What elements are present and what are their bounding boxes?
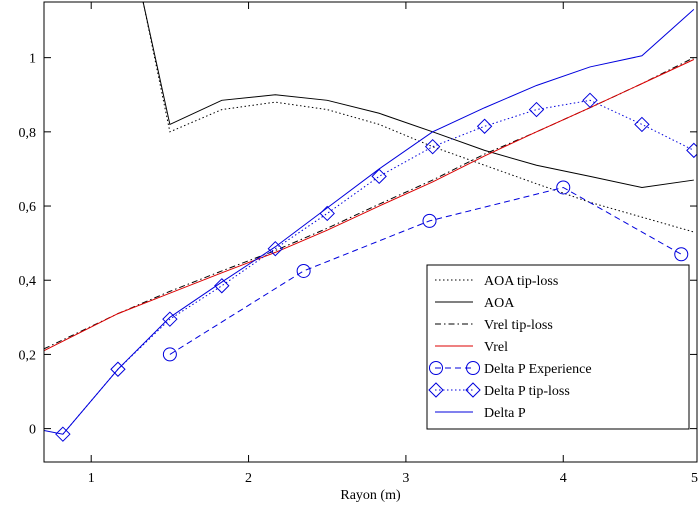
- y-tick-label: 0,6: [19, 200, 37, 215]
- legend: AOA tip-loss AOA Vrel tip-loss Vrel Delta P …: [426, 264, 690, 430]
- legend-label: Vrel: [484, 340, 508, 355]
- legend-box: [426, 264, 690, 430]
- legend-item: Delta P: [435, 406, 526, 421]
- series-layer: [44, 2, 697, 442]
- series-line: [142, 2, 694, 188]
- data-point: [528, 101, 545, 118]
- data-point: [686, 142, 697, 159]
- legend-label: Vrel tip-loss: [484, 318, 553, 333]
- data-point: [582, 92, 598, 109]
- legend-item: AOA tip-loss: [435, 274, 558, 289]
- y-tick-label: 0: [29, 423, 36, 438]
- legend-item: AOA: [435, 296, 515, 311]
- data-point: [422, 213, 437, 228]
- series-aoa: [142, 2, 694, 188]
- legend-label: Delta P: [484, 406, 526, 421]
- data-point: [371, 168, 387, 185]
- x-tick-label: 3: [402, 471, 409, 486]
- series-line: [169, 186, 682, 355]
- data-point: [55, 426, 71, 442]
- series-line: [62, 99, 695, 435]
- data-point: [214, 278, 230, 294]
- y-tick-label: 1: [29, 52, 36, 67]
- y-tick-label: 0,8: [19, 126, 37, 141]
- legend-marker: [466, 361, 480, 375]
- data-point: [162, 311, 178, 327]
- data-point: [674, 247, 689, 262]
- legend-label: Delta P Experience: [484, 362, 592, 377]
- series-delta-p: [44, 9, 695, 435]
- legend-item: Vrel tip-loss: [435, 318, 553, 333]
- y-tick-label: 0,4: [19, 274, 37, 289]
- plot-frame: [43, 1, 698, 463]
- data-point: [162, 347, 177, 362]
- legend-label: AOA: [484, 296, 515, 311]
- series-delta-p-tip-loss: [55, 92, 697, 442]
- x-tick-label: 4: [560, 471, 567, 486]
- data-point: [110, 361, 126, 377]
- legend-marker: [428, 382, 444, 398]
- x-tick-label: 2: [245, 471, 252, 486]
- series-delta-p-experience: [162, 180, 689, 362]
- legend-item: Delta P tip-loss: [428, 382, 570, 399]
- x-tick-label: 1: [88, 471, 95, 486]
- legend-marker: [465, 382, 481, 398]
- legend-label: Delta P tip-loss: [484, 384, 570, 399]
- legend-item: Delta P Experience: [429, 361, 592, 377]
- data-point: [267, 240, 284, 257]
- legend-marker: [429, 361, 443, 375]
- y-tick-label: 0,2: [19, 348, 37, 363]
- data-point: [476, 118, 493, 134]
- data-point: [296, 263, 311, 278]
- data-point: [634, 116, 650, 133]
- x-axis-title: Rayon (m): [340, 488, 401, 503]
- data-point: [556, 180, 571, 195]
- legend-label: AOA tip-loss: [484, 274, 558, 289]
- series-line: [44, 9, 695, 435]
- axis-ticks: 1 2 3 4 5 0 0,2 0,4 0,6 0,8 1: [19, 2, 698, 486]
- data-point: [424, 138, 441, 155]
- x-tick-label: 5: [691, 471, 698, 486]
- legend-item: Vrel: [435, 340, 508, 355]
